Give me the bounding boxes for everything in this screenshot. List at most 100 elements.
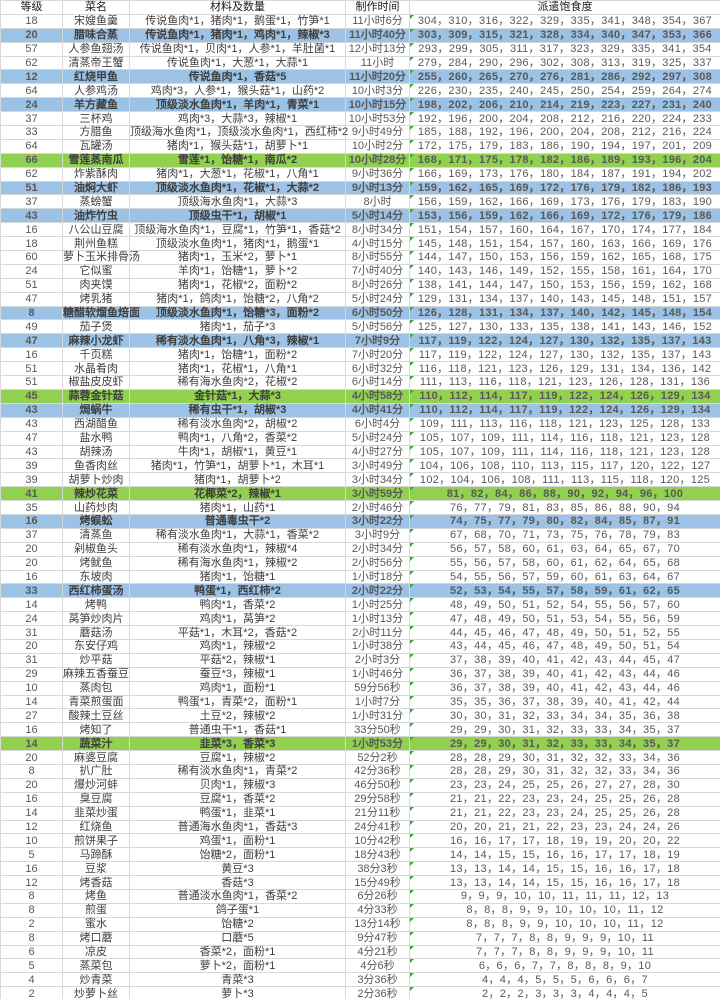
cell-level[interactable]: 35 — [0, 500, 63, 515]
cell-level[interactable]: 20 — [0, 27, 63, 43]
cell-satiety[interactable]: 125，127，130，133，135，138，141，143，146，152 — [409, 319, 720, 335]
cell-satiety[interactable]: 116，118，121，123，126，129，131，134，136，142 — [409, 361, 720, 377]
cell-dish-name[interactable]: 人参鸡汤 — [62, 83, 130, 99]
cell-materials[interactable]: 黄豆*3 — [129, 861, 346, 877]
cell-level[interactable]: 27 — [0, 708, 63, 724]
cell-time[interactable]: 12小时13分 — [345, 41, 410, 57]
cell-level[interactable]: 14 — [0, 597, 63, 613]
cell-time[interactable]: 1小时38分 — [345, 638, 410, 654]
cell-materials[interactable]: 萝卜*2，面粉*1 — [129, 958, 346, 974]
cell-satiety[interactable]: 21，21，22，23，23，24，25，25，26，28 — [409, 791, 720, 807]
cell-time[interactable]: 10小时28分 — [345, 152, 410, 168]
cell-dish-name[interactable]: 蒸螃蟹 — [62, 194, 130, 210]
cell-time[interactable]: 3小时59分 — [345, 486, 410, 502]
cell-time[interactable]: 4小时41分 — [345, 402, 410, 418]
cell-time[interactable]: 11小时20分 — [345, 69, 410, 85]
cell-materials[interactable]: 雪莲*1，饴糖*1，南瓜*2 — [129, 152, 346, 168]
cell-materials[interactable]: 猪肉*1，茄子*3 — [129, 319, 346, 335]
cell-dish-name[interactable]: 烤鱼 — [62, 889, 130, 904]
cell-satiety[interactable]: 8，8，8，9，9，10，10，10，11，12 — [409, 902, 720, 918]
cell-materials[interactable]: 稀有海水鱼肉*1，辣椒*2 — [129, 555, 346, 571]
cell-satiety[interactable]: 52，53，54，55，57，58，59，61，62，65 — [409, 583, 720, 599]
cell-satiety[interactable]: 55，56，57，58，60，61，62，64，65，68 — [409, 555, 720, 571]
cell-satiety[interactable]: 16，16，17，17，18，19，19，20，20，22 — [409, 833, 720, 849]
cell-dish-name[interactable]: 酸辣土豆丝 — [62, 708, 130, 724]
cell-materials[interactable]: 猪肉*1，山药*1 — [129, 500, 346, 515]
cell-satiety[interactable]: 102，104，106，108，111，113，115，118，120，125 — [409, 472, 720, 488]
cell-time[interactable]: 2小时11分 — [345, 625, 410, 640]
cell-time[interactable]: 3小时34分 — [345, 472, 410, 488]
cell-level[interactable]: 8 — [0, 930, 63, 946]
cell-materials[interactable]: 顶级海水鱼肉*1，豆腐*1，竹笋*1，香菇*2 — [129, 222, 346, 238]
cell-level[interactable]: 10 — [0, 833, 63, 849]
cell-satiety[interactable]: 9，9，9，10，10，11，11，11，12，13 — [409, 889, 720, 904]
cell-dish-name[interactable]: 麻婆豆腐 — [62, 750, 130, 765]
cell-satiety[interactable]: 76，77，79，81，83，85，86，88，90，94 — [409, 500, 720, 515]
cell-materials[interactable]: 鸡蛋*1，面粉*1 — [129, 833, 346, 849]
cell-time[interactable]: 10小时15分 — [345, 97, 410, 113]
cell-materials[interactable]: 普通海水鱼肉*1，香菇*3 — [129, 819, 346, 835]
cell-satiety[interactable]: 43，44，45，46，47，48，49，50，51，54 — [409, 638, 720, 654]
header-time[interactable]: 制作时间 — [345, 0, 410, 15]
cell-satiety[interactable]: 47，48，49，50，51，53，54，55，56，59 — [409, 611, 720, 627]
cell-satiety[interactable]: 2，2，2，3，3，3，4，4，4，5 — [409, 986, 720, 999]
cell-materials[interactable]: 平菇*2，辣椒*1 — [129, 652, 346, 668]
cell-time[interactable]: 1小时46分 — [345, 666, 410, 682]
cell-time[interactable]: 15分49秒 — [345, 875, 410, 890]
cell-level[interactable]: 24 — [0, 263, 63, 279]
cell-time[interactable]: 4小时27分 — [345, 444, 410, 460]
cell-time[interactable]: 3小时9分 — [345, 527, 410, 543]
cell-time[interactable]: 10小时3分 — [345, 83, 410, 99]
cell-dish-name[interactable]: 椒盐皮皮虾 — [62, 375, 130, 390]
cell-time[interactable]: 7小时9分 — [345, 333, 410, 349]
cell-level[interactable]: 12 — [0, 69, 63, 85]
cell-dish-name[interactable]: 臭豆腐 — [62, 791, 130, 807]
cell-materials[interactable]: 鸡肉*1，莴笋*2 — [129, 611, 346, 627]
cell-materials[interactable]: 普通毒虫干*2 — [129, 513, 346, 529]
cell-level[interactable]: 16 — [0, 791, 63, 807]
cell-level[interactable]: 5 — [0, 847, 63, 863]
cell-materials[interactable]: 贝肉*1，辣椒*3 — [129, 777, 346, 793]
cell-dish-name[interactable]: 萝卜玉米排骨汤 — [62, 250, 140, 265]
cell-dish-name[interactable]: 水晶肴肉 — [62, 361, 130, 377]
cell-dish-name[interactable]: 烤蜈蚣 — [62, 513, 130, 529]
cell-materials[interactable]: 普通淡水鱼肉*1，香菜*2 — [129, 889, 346, 904]
cell-materials[interactable]: 猪肉*1，饴糖*1 — [129, 569, 346, 585]
cell-level[interactable]: 37 — [0, 194, 63, 210]
cell-dish-name[interactable]: 鱼香肉丝 — [62, 458, 130, 474]
cell-satiety[interactable]: 44，45，46，47，48，49，50，51，52，55 — [409, 625, 720, 640]
cell-time[interactable]: 4小时58分 — [345, 388, 410, 404]
cell-time[interactable]: 9分47秒 — [345, 930, 410, 946]
cell-materials[interactable]: 猪肉*1，花椒*1，八角*1 — [129, 361, 346, 377]
cell-satiety[interactable]: 6，6，6，7，7，8，8，8，9，10 — [409, 958, 720, 974]
cell-level[interactable]: 20 — [0, 555, 63, 571]
cell-level[interactable]: 66 — [0, 152, 63, 168]
cell-materials[interactable]: 豆腐*1，辣椒*2 — [129, 750, 346, 765]
cell-materials[interactable]: 传说鱼肉*1，贝肉*1，人参*1，羊肚菌*1 — [129, 41, 346, 57]
cell-level[interactable]: 14 — [0, 694, 63, 710]
cell-level[interactable]: 10 — [0, 680, 63, 696]
cell-materials[interactable]: 猪肉*1，饴糖*1，面粉*2 — [129, 347, 346, 363]
cell-dish-name[interactable]: 方腊鱼 — [62, 125, 130, 140]
cell-materials[interactable]: 鸭蛋*1，青菜*2，面粉*1 — [129, 694, 346, 710]
cell-time[interactable]: 1小时25分 — [345, 597, 410, 613]
cell-materials[interactable]: 猪肉*1，花椒*2，面粉*2 — [129, 277, 346, 293]
cell-time[interactable]: 13分14秒 — [345, 916, 410, 932]
cell-level[interactable]: 49 — [0, 319, 63, 335]
cell-dish-name[interactable]: 烤鸭 — [62, 597, 130, 613]
cell-materials[interactable]: 鸭肉*1，八角*2，香菜*2 — [129, 430, 346, 446]
cell-materials[interactable]: 稀有淡水鱼肉*2，胡椒*2 — [129, 416, 346, 432]
cell-materials[interactable]: 猪肉*1，竹笋*1，胡萝卜*1，木耳*1 — [129, 458, 346, 474]
cell-satiety[interactable]: 145，148，151，154，157，160，163，166，169，176 — [409, 236, 720, 252]
cell-dish-name[interactable]: 蒸菜包 — [62, 958, 130, 974]
cell-time[interactable]: 38分3秒 — [345, 861, 410, 877]
cell-satiety[interactable]: 144，147，150，153，156，159，162，165，168，175 — [409, 250, 720, 265]
cell-materials[interactable]: 传说鱼肉*1，猪肉*1，鹅蛋*1，竹笋*1 — [129, 13, 346, 29]
cell-satiety[interactable]: 21，21，22，23，23，24，25，25，26，28 — [409, 805, 720, 821]
cell-dish-name[interactable]: 蔬菜汁 — [62, 736, 130, 752]
cell-dish-name[interactable]: 山药炒肉 — [62, 500, 130, 515]
cell-satiety[interactable]: 111，113，116，118，121，123，126，128，131，136 — [409, 375, 720, 390]
cell-dish-name[interactable]: 炒萝卜丝 — [62, 986, 130, 999]
header-materials[interactable]: 材料及数量 — [129, 0, 346, 15]
cell-level[interactable]: 43 — [0, 416, 63, 432]
